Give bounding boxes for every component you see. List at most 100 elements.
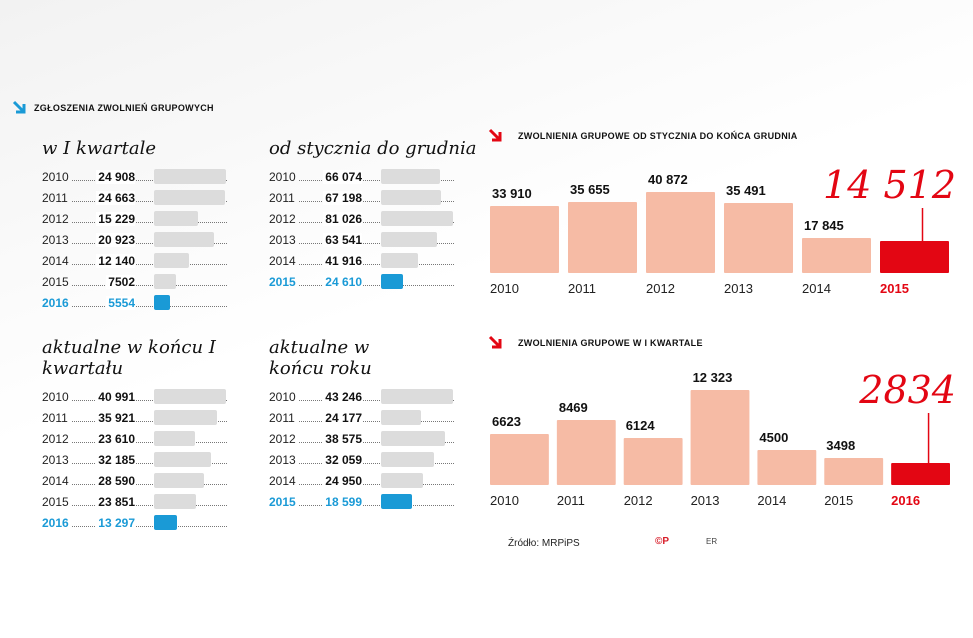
data-label: 6124 bbox=[626, 418, 656, 433]
row-value: 81 026 bbox=[323, 212, 362, 226]
row-bar bbox=[154, 431, 195, 446]
row-year: 2012 bbox=[42, 432, 69, 446]
list-item: 2012 81 026 bbox=[269, 209, 469, 230]
row-value: 40 991 bbox=[96, 390, 135, 404]
row-year: 2015 bbox=[42, 275, 69, 289]
list-item: 2013 32 185 bbox=[42, 450, 242, 471]
bar bbox=[623, 438, 683, 485]
row-value: 67 198 bbox=[323, 191, 362, 205]
row-bar bbox=[154, 295, 170, 310]
tick-label: 2013 bbox=[691, 493, 720, 508]
arrow-down-right-red-icon bbox=[488, 128, 502, 142]
row-year: 2011 bbox=[269, 411, 295, 425]
bar bbox=[490, 434, 549, 485]
row-leader bbox=[299, 180, 454, 181]
tick-label: 2012 bbox=[624, 493, 653, 508]
row-year: 2011 bbox=[42, 191, 68, 205]
row-value: 38 575 bbox=[323, 432, 362, 446]
data-label: 40 872 bbox=[648, 172, 688, 187]
row-leader bbox=[72, 285, 227, 286]
row-year: 2014 bbox=[269, 474, 296, 488]
panel-end-year: aktualne w końcu roku 2010 43 246 2011 24 17… bbox=[269, 337, 469, 513]
row-value: 5554 bbox=[106, 296, 135, 310]
tick-label: 2010 bbox=[490, 493, 519, 508]
row-leader bbox=[299, 201, 454, 202]
panel-full-year: od stycznia do grudnia 2010 66 074 2011 67 1… bbox=[269, 138, 477, 293]
tick-label: 2010 bbox=[490, 281, 519, 296]
row-value: 41 916 bbox=[323, 254, 362, 268]
row-bar bbox=[154, 389, 226, 404]
bar bbox=[490, 206, 559, 273]
list-item: 2014 41 916 bbox=[269, 251, 469, 272]
row-bar bbox=[381, 253, 418, 268]
row-leader bbox=[299, 285, 454, 286]
row-bar bbox=[154, 452, 211, 467]
data-label: 14 512 bbox=[823, 163, 956, 207]
row-value: 23 610 bbox=[96, 432, 135, 446]
row-value: 43 246 bbox=[323, 390, 362, 404]
list-item: 2011 67 198 bbox=[269, 188, 469, 209]
list-item: 2015 18 599 bbox=[269, 492, 469, 513]
bar bbox=[891, 463, 950, 485]
row-bar bbox=[381, 410, 421, 425]
list-item: 2015 7502 bbox=[42, 272, 242, 293]
row-bar bbox=[154, 410, 217, 425]
row-leader bbox=[299, 222, 454, 223]
chart2-title: Zwolnienia grupowe w I kwartale bbox=[518, 338, 703, 348]
bar bbox=[556, 420, 616, 485]
row-year: 2012 bbox=[42, 212, 69, 226]
row-bar bbox=[154, 211, 198, 226]
data-label: 17 845 bbox=[804, 218, 844, 233]
row-value: 24 950 bbox=[323, 474, 362, 488]
row-value: 24 177 bbox=[323, 411, 362, 425]
list-item: 2012 38 575 bbox=[269, 429, 469, 450]
panel-q1: w I kwartale 2010 24 908 2011 24 663 2012 15 2… bbox=[42, 138, 242, 314]
data-label: 3498 bbox=[826, 438, 855, 453]
row-leader bbox=[72, 526, 227, 527]
data-label: 35 655 bbox=[570, 182, 610, 197]
row-leader bbox=[72, 421, 227, 422]
row-value: 18 599 bbox=[323, 495, 362, 509]
bar bbox=[757, 450, 817, 485]
row-value: 66 074 bbox=[323, 170, 362, 184]
tick-label: 2016 bbox=[891, 493, 920, 508]
list-item: 2010 43 246 bbox=[269, 387, 469, 408]
data-label: 2834 bbox=[858, 368, 956, 412]
row-leader bbox=[299, 463, 454, 464]
row-value: 24 908 bbox=[96, 170, 135, 184]
panel-title: w I kwartale bbox=[42, 138, 156, 159]
row-bar bbox=[381, 473, 423, 488]
tick-label: 2015 bbox=[824, 493, 853, 508]
row-year: 2013 bbox=[269, 453, 296, 467]
row-year: 2016 bbox=[42, 296, 69, 310]
panel-title: od stycznia do grudnia bbox=[269, 138, 477, 159]
row-year: 2011 bbox=[269, 191, 295, 205]
row-leader bbox=[299, 442, 454, 443]
bar bbox=[802, 238, 871, 273]
tick-label: 2012 bbox=[646, 281, 675, 296]
row-year: 2014 bbox=[42, 254, 69, 268]
row-year: 2014 bbox=[42, 474, 69, 488]
row-value: 24 610 bbox=[323, 275, 362, 289]
bar bbox=[690, 390, 750, 485]
row-bar bbox=[154, 274, 176, 289]
chart2: 2010 6623 2011 8469 2012 6124 2013 12 323 2014 45… bbox=[480, 358, 960, 518]
row-value: 28 590 bbox=[96, 474, 135, 488]
list-item: 2011 24 663 bbox=[42, 188, 242, 209]
list-item: 2016 5554 bbox=[42, 293, 242, 314]
row-leader bbox=[72, 442, 227, 443]
bar bbox=[646, 192, 715, 273]
row-year: 2013 bbox=[269, 233, 296, 247]
data-label: 35 491 bbox=[726, 183, 766, 198]
list-item: 2012 23 610 bbox=[42, 429, 242, 450]
row-value: 32 185 bbox=[96, 453, 135, 467]
row-bar bbox=[381, 169, 440, 184]
page-title: Zgłoszenia zwolnień grupowych bbox=[34, 103, 214, 113]
row-bar bbox=[381, 431, 445, 446]
row-value: 32 059 bbox=[323, 453, 362, 467]
list-item: 2014 24 950 bbox=[269, 471, 469, 492]
list-item: 2013 32 059 bbox=[269, 450, 469, 471]
row-year: 2013 bbox=[42, 453, 69, 467]
list-item: 2014 28 590 bbox=[42, 471, 242, 492]
